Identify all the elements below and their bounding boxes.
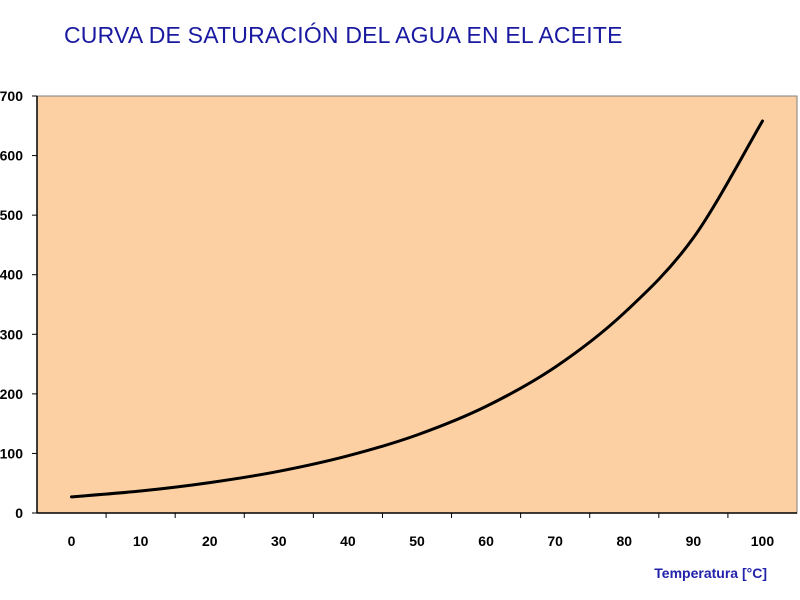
y-tick-label: 700 [0, 88, 23, 104]
plot-area [36, 95, 798, 514]
y-tick-label: 200 [0, 386, 23, 402]
y-tick-label: 600 [0, 148, 23, 164]
x-tick-label: 90 [686, 533, 702, 549]
y-tick-label: 0 [15, 505, 23, 521]
x-tick-label: 10 [133, 533, 149, 549]
x-axis-label: Temperatura [°C] [654, 565, 767, 581]
x-tick-label: 40 [340, 533, 356, 549]
x-tick-label: 0 [68, 533, 76, 549]
y-tick-label: 300 [0, 326, 23, 342]
x-tick-label: 50 [409, 533, 425, 549]
y-axis: 0 100 200 300 400 500 600 700 [0, 88, 38, 521]
y-tick-label: 100 [0, 445, 23, 461]
x-tick-label: 30 [271, 533, 287, 549]
x-tick-label: 80 [616, 533, 632, 549]
x-tick-label: 70 [547, 533, 563, 549]
x-tick-label: 20 [202, 533, 218, 549]
chart-title: CURVA DE SATURACIÓN DEL AGUA EN EL ACEIT… [64, 22, 623, 48]
x-axis: 0 10 20 30 40 50 60 70 80 90 100 [37, 512, 797, 549]
y-tick-label: 400 [0, 267, 23, 283]
y-tick-label: 500 [0, 207, 23, 223]
series-line [70, 119, 764, 499]
x-tick-label: 100 [751, 533, 775, 549]
x-tick-label: 60 [478, 533, 494, 549]
